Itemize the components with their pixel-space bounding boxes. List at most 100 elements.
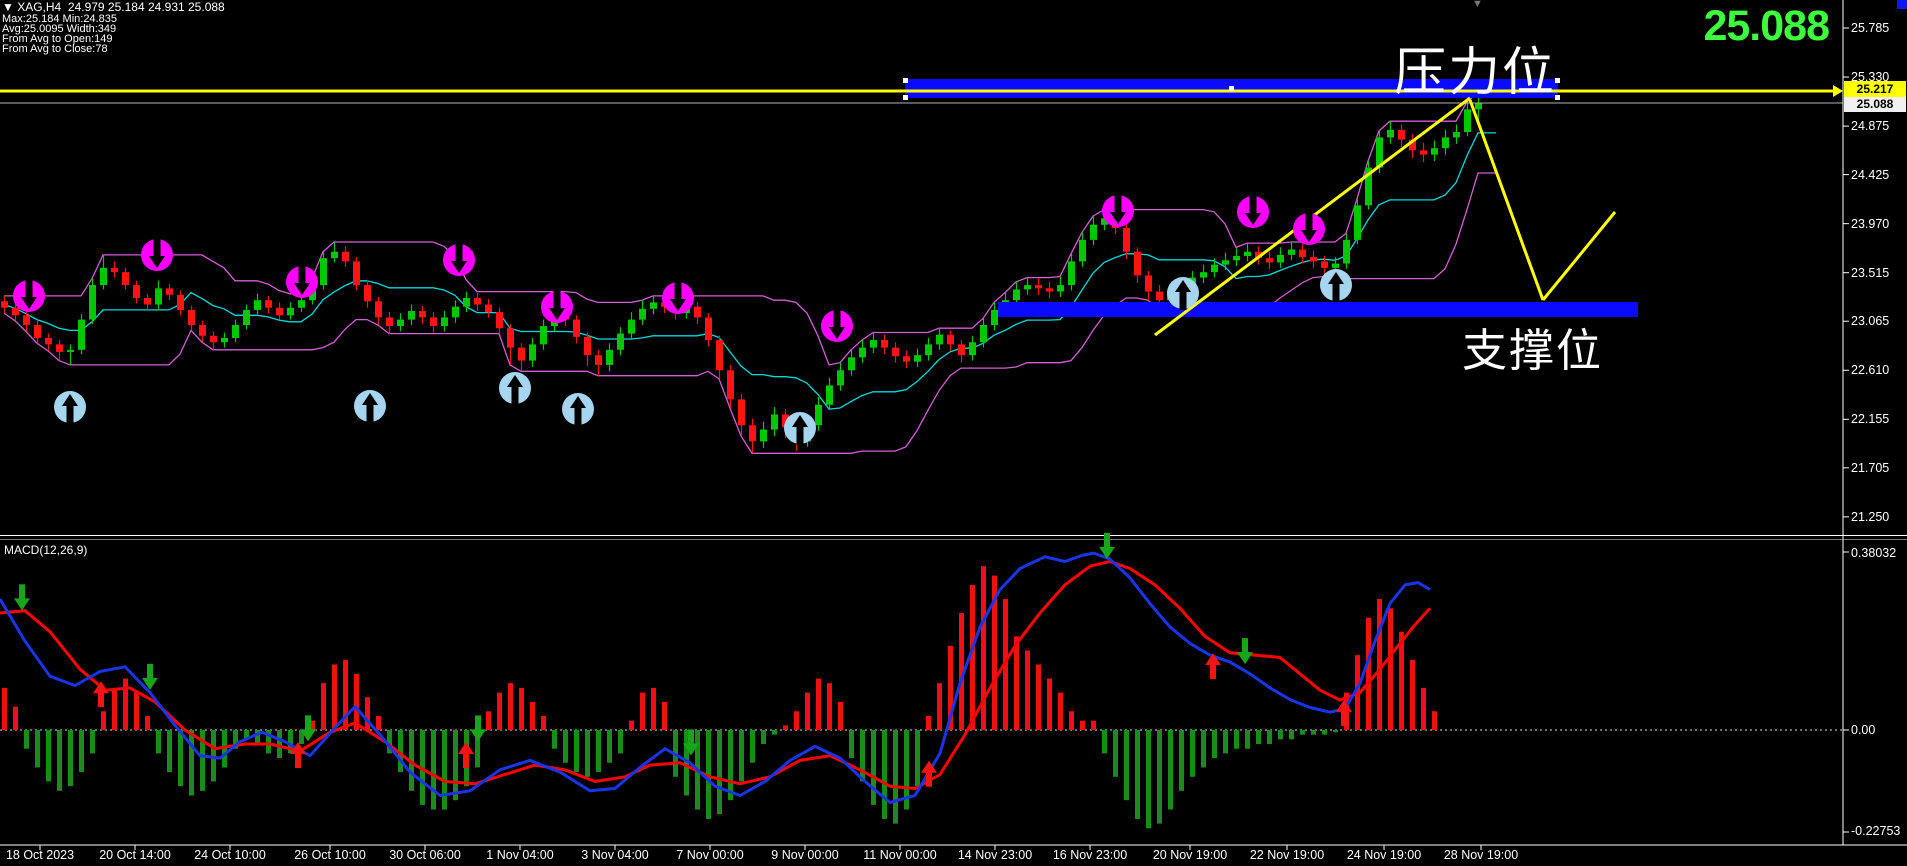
macd-histogram-bar [112, 687, 117, 730]
candle-body [1101, 218, 1108, 225]
time-axis-label: 24 Nov 19:00 [1346, 848, 1422, 862]
macd-histogram-bar [1190, 730, 1195, 777]
candle-body [1332, 263, 1339, 268]
macd-histogram-bar [530, 701, 535, 730]
candle-body [56, 344, 63, 352]
macd-down-arrow [1099, 546, 1115, 559]
macd-histogram-bar [772, 730, 777, 735]
macd-histogram-bar [299, 730, 304, 745]
candle-body [815, 404, 822, 426]
sell-signal-icon-glyph [553, 290, 561, 309]
sell-signal-icon-glyph [674, 281, 682, 300]
macd-histogram-bar [750, 730, 755, 763]
macd-histogram-bar [651, 687, 656, 730]
macd-histogram-bar [90, 730, 95, 754]
candle-body [265, 300, 272, 308]
price-axis-label: 23.065 [1851, 314, 1890, 329]
macd-down-arrow [1242, 638, 1248, 654]
macd-histogram-bar [123, 678, 128, 730]
macd-up-arrow [98, 692, 104, 708]
price-axis-label: 23.515 [1851, 265, 1890, 280]
candle-body [903, 356, 910, 362]
selection-handle[interactable] [903, 95, 908, 100]
resistance-annotation[interactable]: 压力位 [1394, 45, 1557, 102]
candle-body [1398, 129, 1405, 140]
sell-signal-icon-glyph [451, 261, 467, 273]
macd-histogram-bar [365, 697, 370, 730]
macd-histogram-bar [662, 701, 667, 730]
candle-body [529, 344, 536, 361]
selection-handle[interactable] [1555, 95, 1560, 100]
price-axis-label: 21.250 [1851, 509, 1890, 524]
macd-histogram-bar [904, 730, 909, 810]
macd-histogram-bar [68, 730, 73, 787]
channel-upper-line [4, 92, 1496, 366]
candle-body [78, 319, 85, 350]
price-axis-label: 24.875 [1851, 119, 1890, 134]
macd-histogram-bar [860, 730, 865, 782]
info-avg-width: Avg:25.0095 Width:349 [2, 23, 117, 35]
buy-signal-icon-glyph [66, 405, 74, 424]
macd-histogram-bar [992, 575, 997, 730]
candle-body [1343, 239, 1350, 264]
hline-arrowhead [1833, 85, 1843, 97]
info-avg-open: From Avg to Open:149 [2, 33, 113, 45]
macd-up-arrow [1205, 653, 1221, 666]
macd-histogram-bar [1201, 730, 1206, 768]
macd-histogram-bar [1267, 730, 1272, 745]
support-annotation[interactable]: 支撑位 [1462, 326, 1604, 376]
macd-histogram-bar [684, 730, 689, 796]
macd-histogram-bar [981, 566, 986, 730]
support-zone-rect[interactable] [998, 302, 1638, 317]
macd-histogram-bar [101, 711, 106, 730]
candle-body [1266, 258, 1273, 263]
selection-handle[interactable] [1229, 86, 1234, 91]
macd-down-arrow [14, 598, 30, 611]
candle-body [232, 324, 239, 338]
macd-histogram-bar [266, 730, 271, 754]
candle-body [1013, 289, 1020, 301]
info-avg-close: From Avg to Close:78 [2, 43, 108, 55]
macd-up-arrow [1210, 664, 1216, 680]
candle-body [727, 370, 734, 400]
macd-histogram-bar [1311, 730, 1316, 735]
selection-handle[interactable] [903, 78, 908, 83]
macd-histogram-bar [255, 730, 260, 745]
sell-signal-icon-glyph [298, 265, 306, 284]
pane-separator[interactable] [0, 535, 1907, 536]
candle-body [1211, 264, 1218, 273]
projection-trendline[interactable] [1541, 211, 1617, 301]
candle-body [1200, 272, 1207, 278]
time-axis-label: 24 Oct 10:00 [194, 848, 266, 862]
macd-histogram-bar [35, 730, 40, 768]
buy-signal-icon-glyph [796, 426, 804, 445]
macd-down-arrow [1104, 532, 1110, 548]
pane-separator [0, 539, 1907, 540]
candle-body [1376, 137, 1383, 168]
candle-body [386, 317, 393, 327]
candle-body [639, 308, 646, 320]
macd-histogram-bar [1421, 687, 1426, 730]
macd-histogram-bar [288, 730, 293, 754]
candle-body [298, 300, 305, 308]
macd-histogram-bar [640, 692, 645, 730]
candle-body [859, 347, 866, 358]
candle-body [397, 319, 404, 327]
selection-handle[interactable] [1555, 78, 1560, 83]
channel-middle-line [3, 132, 1496, 410]
macd-up-arrow [463, 753, 469, 769]
candle-body [1024, 285, 1031, 290]
macd-up-arrow [295, 753, 301, 769]
macd-histogram-bar [442, 730, 447, 810]
projection-trendline[interactable] [1468, 99, 1545, 301]
candle-body [1354, 205, 1361, 240]
sell-signal-icon-glyph [670, 299, 686, 311]
candle-body [892, 347, 899, 357]
candle-body [1420, 150, 1427, 155]
time-axis[interactable]: 18 Oct 2023 20 Oct 14:00 24 Oct 10:00 26 Oc… [0, 848, 1907, 866]
macd-down-arrow [470, 729, 486, 742]
price-axis-label: 24.425 [1851, 167, 1890, 182]
sell-signal-icon-glyph [829, 327, 845, 339]
